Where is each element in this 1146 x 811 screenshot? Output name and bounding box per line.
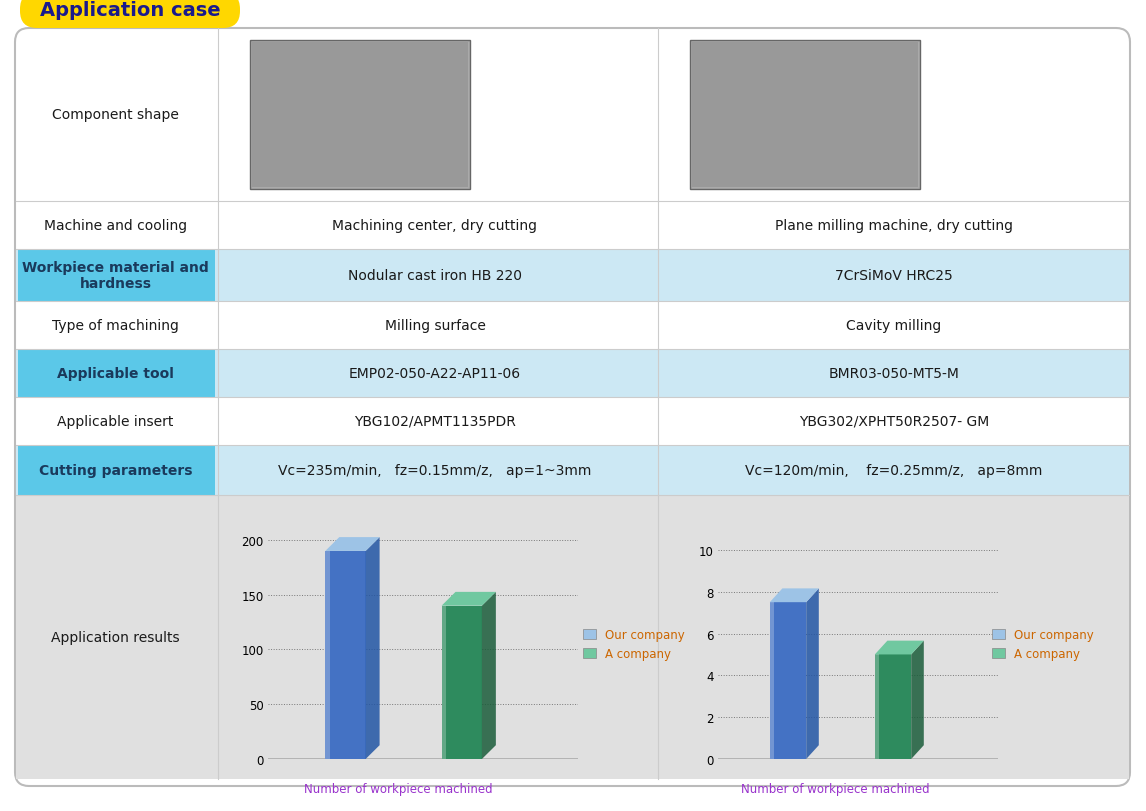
- Text: BMR03-050-MT5-M: BMR03-050-MT5-M: [829, 367, 959, 380]
- Bar: [18, 445, 215, 496]
- Polygon shape: [441, 606, 482, 759]
- Text: Nodular cast iron HB 220: Nodular cast iron HB 220: [348, 268, 521, 283]
- Text: Number of workpiece machined: Number of workpiece machined: [304, 782, 493, 795]
- Bar: [252, 43, 468, 188]
- Bar: [16, 350, 1129, 397]
- Text: Component shape: Component shape: [52, 109, 179, 122]
- Text: Machining center, dry cutting: Machining center, dry cutting: [332, 219, 537, 233]
- FancyBboxPatch shape: [15, 29, 1130, 786]
- Polygon shape: [874, 654, 879, 759]
- Text: Application results: Application results: [52, 630, 180, 644]
- Polygon shape: [911, 641, 924, 759]
- Text: EMP02-050-A22-AP11-06: EMP02-050-A22-AP11-06: [348, 367, 521, 380]
- Polygon shape: [441, 592, 496, 606]
- Text: Plane milling machine, dry cutting: Plane milling machine, dry cutting: [775, 219, 1013, 233]
- Text: YBG102/APMT1135PDR: YBG102/APMT1135PDR: [354, 414, 516, 428]
- Polygon shape: [874, 654, 911, 759]
- Polygon shape: [770, 603, 806, 759]
- Text: YBG302/XPHT50R2507- GM: YBG302/XPHT50R2507- GM: [799, 414, 989, 428]
- Bar: [18, 350, 215, 397]
- Text: Vc=235m/min,   fz=0.15mm/z,   ap=1~3mm: Vc=235m/min, fz=0.15mm/z, ap=1~3mm: [278, 463, 591, 478]
- Text: Type of machining: Type of machining: [52, 319, 179, 333]
- Polygon shape: [325, 551, 330, 759]
- FancyBboxPatch shape: [19, 0, 240, 29]
- Legend: Our company, A company: Our company, A company: [579, 624, 690, 665]
- Polygon shape: [441, 606, 446, 759]
- Text: Workpiece material and
hardness: Workpiece material and hardness: [22, 260, 209, 290]
- Text: 7CrSiMoV HRC25: 7CrSiMoV HRC25: [835, 268, 952, 283]
- Bar: [16, 445, 1129, 496]
- Text: Applicable tool: Applicable tool: [57, 367, 174, 380]
- Bar: [16, 250, 1129, 302]
- Bar: [690, 41, 920, 190]
- Polygon shape: [366, 538, 379, 759]
- Text: Number of workpiece machined: Number of workpiece machined: [741, 782, 929, 795]
- Polygon shape: [325, 551, 366, 759]
- Polygon shape: [874, 641, 924, 654]
- Text: Machine and cooling: Machine and cooling: [44, 219, 187, 233]
- Polygon shape: [770, 603, 774, 759]
- Polygon shape: [770, 589, 818, 603]
- Polygon shape: [806, 589, 818, 759]
- Bar: [18, 250, 215, 302]
- Polygon shape: [325, 538, 379, 551]
- Bar: [16, 496, 1129, 779]
- Text: Cavity milling: Cavity milling: [847, 319, 942, 333]
- Bar: [250, 41, 470, 190]
- Text: Cutting parameters: Cutting parameters: [39, 463, 193, 478]
- Text: Applicable insert: Applicable insert: [57, 414, 174, 428]
- Legend: Our company, A company: Our company, A company: [987, 624, 1099, 665]
- Polygon shape: [482, 592, 496, 759]
- Bar: [692, 43, 918, 188]
- Text: Application case: Application case: [40, 2, 220, 20]
- Text: Milling surface: Milling surface: [385, 319, 486, 333]
- Text: Vc=120m/min,    fz=0.25mm/z,   ap=8mm: Vc=120m/min, fz=0.25mm/z, ap=8mm: [745, 463, 1043, 478]
